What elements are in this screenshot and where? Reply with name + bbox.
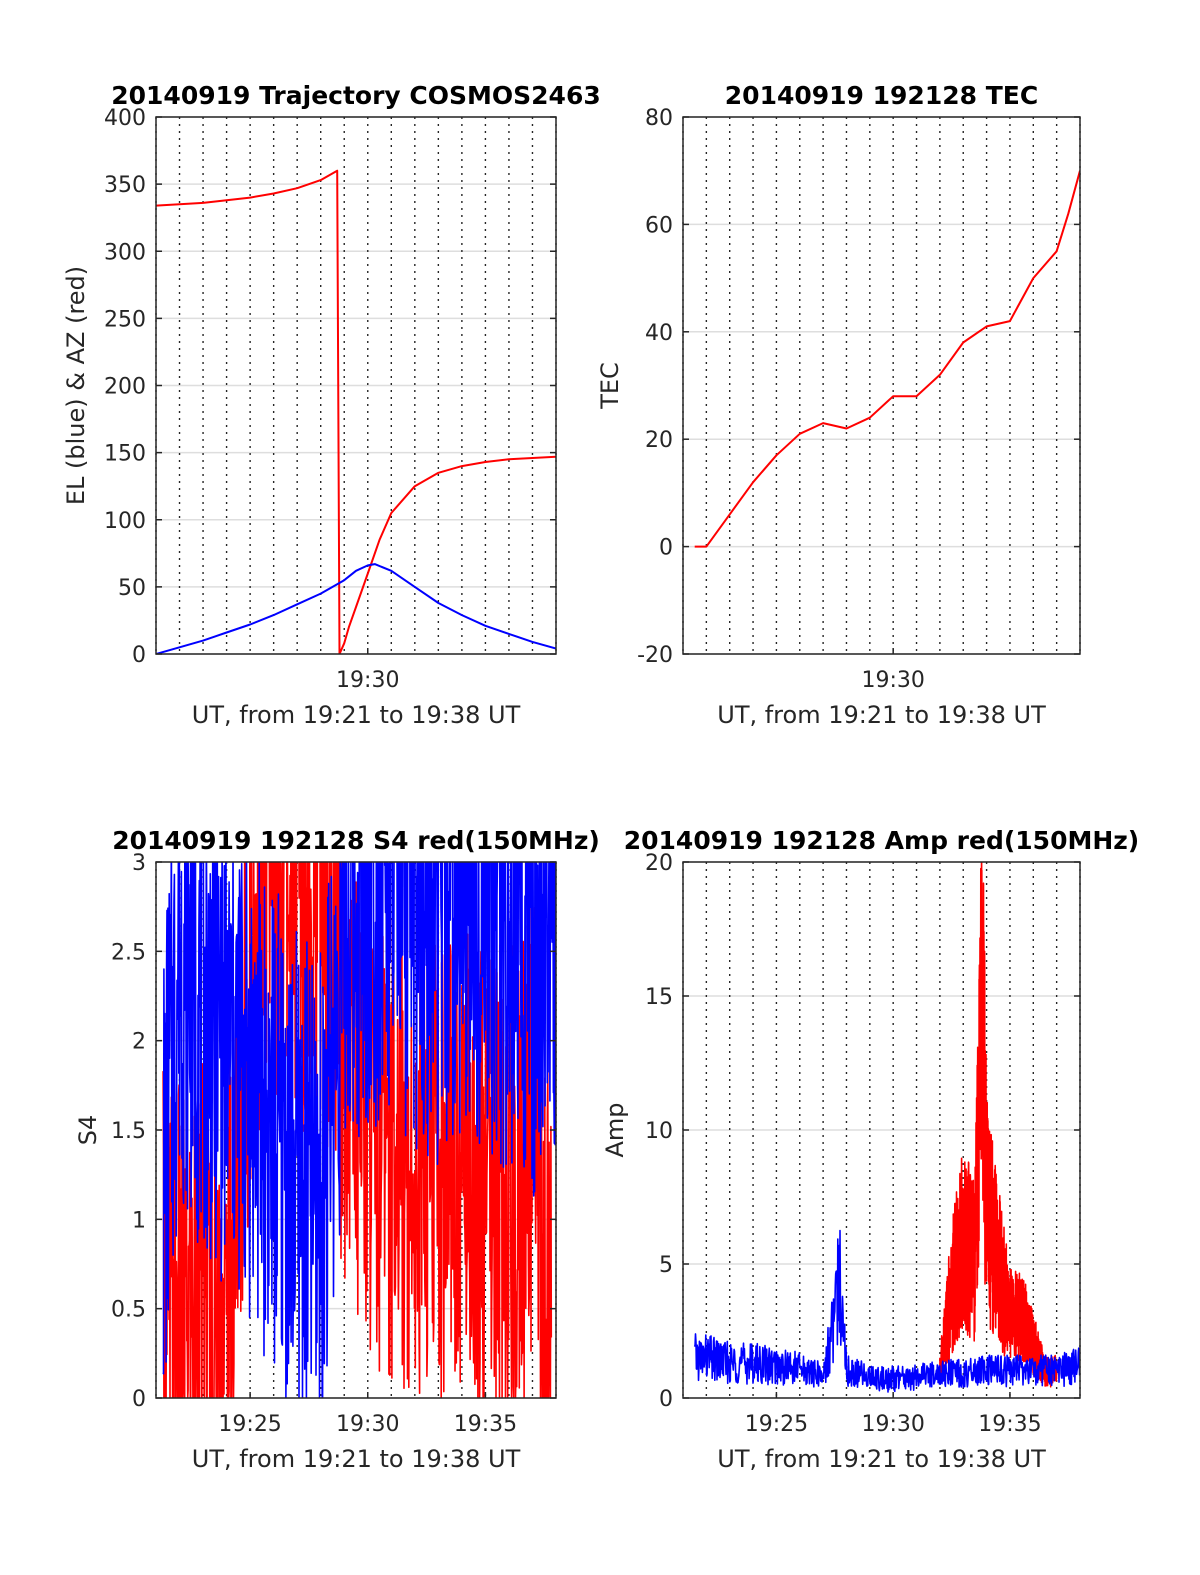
trajectory-chart: 0 50 100 150 200 250 300 350 400 19:30 20140919 Tr… — [62, 81, 601, 729]
s4-series-1 — [162, 862, 556, 1398]
trajectory-ytick-label: 200 — [104, 375, 146, 400]
amp-xtick-label: 19:35 — [978, 1412, 1041, 1437]
amp-chart: 0 5 10 15 20 19:25 19:30 19:35 20140919 192128 A… — [601, 826, 1139, 1473]
tec-xlabel: UT, from 19:21 to 19:38 UT — [717, 701, 1046, 729]
tec-ytick-label: 20 — [645, 428, 673, 453]
tec-axes-box — [682, 116, 1081, 655]
trajectory-ytick-label: 150 — [104, 442, 146, 467]
trajectory-ytick-label: 350 — [104, 173, 146, 198]
amp-xlabel: UT, from 19:21 to 19:38 UT — [717, 1445, 1046, 1473]
tec-ytick-label: 0 — [659, 536, 673, 561]
amp-ytick-label: 20 — [645, 851, 673, 876]
trajectory-title: 20140919 Trajectory COSMOS2463 — [111, 81, 601, 110]
tec-series-0 — [694, 170, 1080, 548]
tec-ylabel: TEC — [596, 362, 624, 410]
tec-xtick-label: 19:30 — [861, 668, 924, 693]
amp-xtick-label: 19:30 — [861, 1412, 924, 1437]
s4-ytick-label: 3 — [132, 851, 146, 876]
trajectory-xtick-label: 19:30 — [336, 668, 399, 693]
trajectory-ytick-label: 400 — [104, 106, 146, 131]
s4-title: 20140919 192128 S4 red(150MHz) — [112, 826, 600, 855]
trajectory-ylabel: EL (blue) & AZ (red) — [62, 266, 90, 505]
s4-ytick-label: 0.5 — [111, 1298, 146, 1323]
tec-ytick-label: 40 — [645, 321, 673, 346]
trajectory-ytick-label: 50 — [118, 576, 146, 601]
tec-ytick-label: -20 — [637, 643, 673, 668]
trajectory-series-0 — [156, 169, 556, 654]
trajectory-series-1 — [156, 563, 556, 654]
trajectory-ytick-label: 250 — [104, 307, 146, 332]
amp-title: 20140919 192128 Amp red(150MHz) — [624, 826, 1140, 855]
amp-xtick-label: 19:25 — [745, 1412, 808, 1437]
trajectory-ytick-label: 0 — [132, 643, 146, 668]
trajectory-ytick-label: 100 — [104, 509, 146, 534]
s4-ytick-label: 2.5 — [111, 940, 146, 965]
tec-chart: -20 0 20 40 60 80 19:30 20140919 192128 TEC UT, … — [596, 81, 1081, 729]
s4-xlabel: UT, from 19:21 to 19:38 UT — [192, 1445, 521, 1473]
tec-ytick-label: 60 — [645, 213, 673, 238]
amp-ytick-label: 15 — [645, 985, 673, 1010]
amp-ytick-label: 0 — [659, 1387, 673, 1412]
s4-ytick-label: 2 — [132, 1030, 146, 1055]
tec-ytick-label: 80 — [645, 106, 673, 131]
tec-title: 20140919 192128 TEC — [725, 81, 1038, 110]
s4-ytick-label: 0 — [132, 1387, 146, 1412]
s4-ylabel: S4 — [74, 1115, 102, 1146]
s4-xtick-label: 19:35 — [454, 1412, 517, 1437]
s4-series-0 — [162, 862, 553, 1398]
amp-ytick-label: 5 — [659, 1253, 673, 1278]
amp-series-1 — [693, 1229, 1080, 1393]
amp-ytick-label: 10 — [645, 1119, 673, 1144]
amp-ylabel: Amp — [601, 1102, 629, 1157]
s4-xtick-label: 19:30 — [336, 1412, 399, 1437]
s4-xtick-label: 19:25 — [218, 1412, 281, 1437]
s4-ytick-label: 1.5 — [111, 1119, 146, 1144]
trajectory-ytick-label: 300 — [104, 240, 146, 265]
trajectory-xlabel: UT, from 19:21 to 19:38 UT — [192, 701, 521, 729]
amp-series-0 — [939, 862, 1058, 1388]
s4-ytick-label: 1 — [132, 1208, 146, 1233]
s4-chart: 0 0.5 1 1.5 2 2.5 3 19:25 19:30 19:35 20140919 192… — [74, 826, 600, 1473]
